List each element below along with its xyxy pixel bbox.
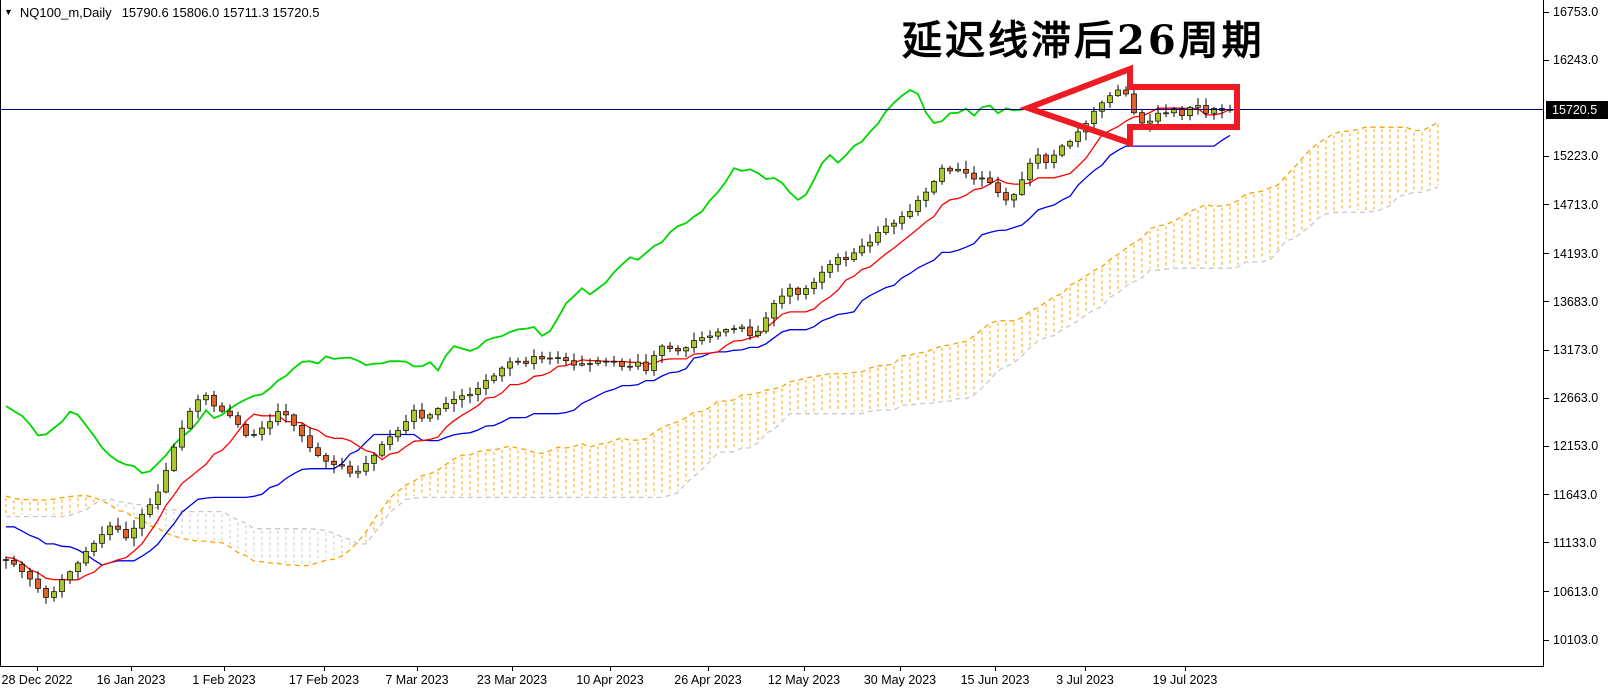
date-axis-label: 17 Feb 2023 [288,673,360,687]
price-axis-label: 10613.0 [1553,584,1599,599]
price-axis-label: 14193.0 [1553,246,1599,261]
date-axis-tick [512,667,513,671]
date-axis-label: 30 May 2023 [863,673,937,687]
date-axis-tick [417,667,418,671]
price-axis-tick [1544,639,1549,641]
date-axis-label: 19 Jul 2023 [1152,673,1218,687]
date-axis-tick [995,667,996,671]
price-axis-label: 12663.0 [1553,391,1599,406]
date-axis-label: 1 Feb 2023 [192,673,256,687]
date-axis-tick [708,667,709,671]
price-axis-tick [1544,204,1549,206]
date-axis-tick [324,667,325,671]
date-axis-label: 16 Jan 2023 [96,673,166,687]
candlestick-series [3,84,1233,604]
kijun-sen-line [6,134,1231,566]
date-axis: 28 Dec 2022 16 Jan 2023 1 Feb 2023 17 Feb 2… [0,666,1544,692]
price-axis-label: 13173.0 [1553,343,1599,358]
date-axis-label: 28 Dec 2022 [1,673,73,687]
price-axis-label: 15223.0 [1553,149,1599,164]
price-axis-tick [1544,542,1549,544]
price-axis-tick [1544,155,1549,157]
price-axis-tick [1544,301,1549,303]
price-axis-tick [1544,494,1549,496]
price-axis-label: 10103.0 [1553,633,1599,647]
price-axis-label: 16243.0 [1553,53,1599,68]
date-axis-label: 3 Jul 2023 [1056,673,1114,687]
date-axis-tick [610,667,611,671]
price-axis-tick [1544,591,1549,593]
price-axis-label: 12153.0 [1553,439,1599,454]
price-axis-label: 16753.0 [1553,5,1599,19]
date-axis-tick [1085,667,1086,671]
senkou-span-a-line [5,121,1439,567]
date-axis-label: 10 Apr 2023 [576,673,644,687]
date-axis-tick [900,667,901,671]
price-axis: 15720.5 16753.0 16243.0 15223.0 14713.0 1419… [1543,0,1609,666]
price-axis-tick [1544,59,1549,61]
price-axis-label: 14713.0 [1553,197,1599,212]
chart-symbol-timeframe: NQ100_m,Daily [19,4,112,20]
date-axis-tick [1185,667,1186,671]
current-price-badge: 15720.5 [1546,100,1608,119]
chart-ohlc-readout: 15790.6 15806.0 15711.3 15720.5 [121,4,320,20]
date-axis-tick [131,667,132,671]
tenkan-sen-line [5,107,1231,581]
date-axis-label: 7 Mar 2023 [385,673,449,687]
ichimoku-cloud [5,124,1439,565]
price-axis-label: 11643.0 [1553,487,1598,502]
symbol-dropdown-icon[interactable]: ▼ [4,7,13,17]
date-axis-label: 23 Mar 2023 [476,673,548,687]
price-axis-label: 13683.0 [1553,294,1599,309]
chart-title-bar: ▼ NQ100_m,Daily 15790.6 15806.0 15711.3 … [4,4,320,20]
chikou-span-line [5,88,1023,475]
price-axis-tick [1544,349,1549,351]
annotation-arrow-icon [1019,64,1240,148]
date-axis-label: 12 May 2023 [767,673,841,687]
date-axis-tick [224,667,225,671]
senkou-span-b-line [6,186,1439,545]
chikou-lag-annotation: 延迟线滞后26周期 [902,17,1265,64]
price-axis-tick [1544,397,1549,399]
price-axis-label: 11133.0 [1553,535,1597,550]
date-axis-tick [804,667,805,671]
price-axis-tick [1544,253,1549,255]
date-axis-label: 26 Apr 2023 [674,673,742,687]
price-axis-tick [1544,445,1549,447]
date-axis-label: 15 Jun 2023 [960,673,1030,687]
date-axis-tick [37,667,38,671]
price-axis-tick [1544,11,1549,13]
chart-canvas[interactable] [0,0,1543,666]
